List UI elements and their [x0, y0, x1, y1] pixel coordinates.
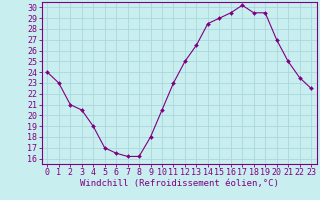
- X-axis label: Windchill (Refroidissement éolien,°C): Windchill (Refroidissement éolien,°C): [80, 179, 279, 188]
